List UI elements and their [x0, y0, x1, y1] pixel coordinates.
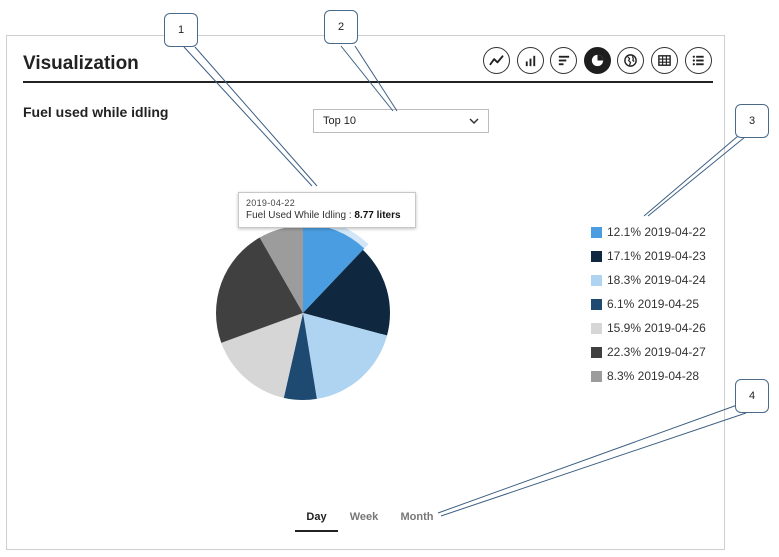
legend-label: 22.3% 2019-04-27 — [607, 345, 706, 359]
legend-label: 18.3% 2019-04-24 — [607, 273, 706, 287]
callout-1: 1 — [164, 13, 198, 47]
legend-swatch — [591, 298, 602, 310]
legend-item-2019-04-27[interactable]: 22.3% 2019-04-27 — [591, 340, 706, 364]
bar-chart-button[interactable] — [517, 47, 544, 74]
legend-item-2019-04-25[interactable]: 6.1% 2019-04-25 — [591, 292, 706, 316]
page-title: Visualization — [23, 53, 139, 74]
legend-swatch — [591, 226, 602, 238]
map-button[interactable] — [617, 47, 644, 74]
dropdown-selected-value: Top 10 — [323, 115, 357, 127]
tab-month[interactable]: Month — [400, 511, 434, 523]
title-divider — [23, 81, 713, 83]
legend-swatch — [591, 322, 602, 334]
table-view-button[interactable] — [651, 47, 678, 74]
pie-chart-icon — [591, 54, 604, 67]
pie-slice-2019-04-25[interactable] — [283, 313, 317, 400]
legend-label: 12.1% 2019-04-22 — [607, 225, 706, 239]
legend-swatch — [591, 274, 602, 286]
chevron-down-icon — [469, 118, 479, 125]
tab-week[interactable]: Week — [349, 511, 379, 523]
table-icon — [658, 55, 671, 66]
horizontal-bar-chart-icon — [558, 55, 570, 66]
legend-item-2019-04-24[interactable]: 18.3% 2019-04-24 — [591, 268, 706, 292]
list-view-button[interactable] — [685, 47, 712, 74]
pie-slice-2019-04-23[interactable] — [303, 249, 390, 336]
legend-label: 6.1% 2019-04-25 — [607, 297, 700, 311]
bar-chart-icon — [525, 55, 536, 67]
pie-slice-2019-04-26[interactable] — [221, 313, 303, 398]
pie-slice-2019-04-24[interactable] — [303, 313, 388, 399]
legend-label: 8.3% 2019-04-28 — [607, 369, 700, 383]
legend-swatch — [591, 250, 602, 262]
tooltip-date: 2019-04-22 — [246, 198, 296, 208]
horizontal-bar-chart-button[interactable] — [550, 47, 577, 74]
chart-legend: 12.1% 2019-04-22 17.1% 2019-04-23 18.3% 20… — [591, 220, 706, 388]
tab-day[interactable]: Day — [295, 508, 338, 532]
chart-tooltip: 2019-04-22 Fuel Used While Idling : 8.77… — [238, 192, 416, 228]
legend-swatch — [591, 346, 602, 358]
callout-2: 2 — [324, 10, 358, 44]
tooltip-label: Fuel Used While Idling : — [246, 210, 355, 221]
legend-item-2019-04-28[interactable]: 8.3% 2019-04-28 — [591, 364, 706, 388]
legend-item-2019-04-23[interactable]: 17.1% 2019-04-23 — [591, 244, 706, 268]
tooltip-text: Fuel Used While Idling : 8.77 liters — [246, 210, 415, 221]
pie-slice-2019-04-27[interactable] — [216, 237, 303, 343]
legend-label: 17.1% 2019-04-23 — [607, 249, 706, 263]
globe-icon — [624, 54, 637, 67]
legend-item-2019-04-26[interactable]: 15.9% 2019-04-26 — [591, 316, 706, 340]
tooltip-value: 8.77 liters — [354, 210, 401, 221]
pie-slice-2019-04-28[interactable] — [259, 226, 303, 313]
pie-chart-button[interactable] — [584, 47, 611, 74]
top-n-dropdown[interactable]: Top 10 — [313, 109, 489, 133]
chart-section-title: Fuel used while idling — [23, 104, 169, 120]
legend-swatch — [591, 370, 602, 382]
line-chart-button[interactable] — [483, 47, 510, 74]
legend-item-2019-04-22[interactable]: 12.1% 2019-04-22 — [591, 220, 706, 244]
callout-4: 4 — [735, 379, 769, 413]
line-chart-icon — [489, 55, 504, 66]
pie-slice-2019-04-22[interactable] — [303, 224, 365, 313]
legend-label: 15.9% 2019-04-26 — [607, 321, 706, 335]
list-icon — [692, 55, 704, 66]
callout-3: 3 — [735, 104, 769, 138]
